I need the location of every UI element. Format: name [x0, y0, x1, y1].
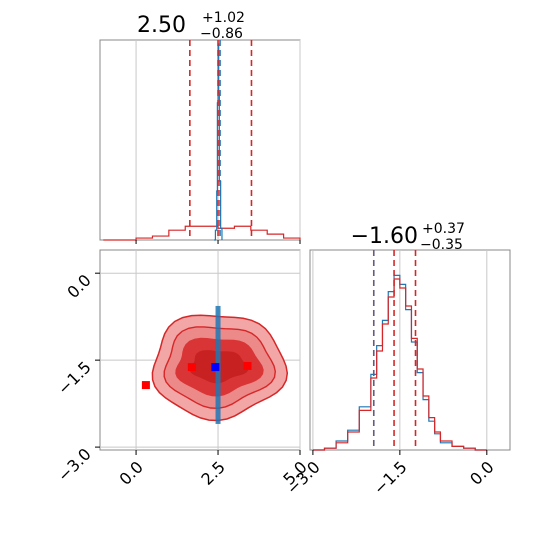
xtick-label-param2-1: −1.5 — [370, 457, 411, 498]
scatter-marker-2 — [211, 363, 220, 372]
scatter-marker-1 — [187, 363, 196, 372]
title-param1: 2.50 +1.02 −0.86 — [137, 10, 245, 42]
ytick-label-param2-2: 0.0 — [63, 271, 94, 302]
chart-marks — [100, 40, 488, 451]
xtick-label-param2-0: −3.0 — [283, 457, 324, 498]
scatter-marker-0 — [141, 381, 150, 390]
ytick-label-param2-0: −3.0 — [54, 444, 95, 485]
title-param2-value: −1.60 — [351, 224, 418, 249]
title-param2: −1.60 +0.37 −0.35 — [351, 221, 465, 253]
hist-param1-red — [103, 225, 301, 241]
panel-param2-histogram — [309, 249, 511, 451]
xtick-label-param1-1: 2.5 — [197, 457, 228, 488]
title-param1-minus: −0.86 — [200, 26, 243, 42]
ytick-label-param2-1: −1.5 — [54, 358, 95, 399]
title-param2-plus: +0.37 — [422, 221, 465, 237]
xtick-label-param1-0: 0.0 — [115, 457, 146, 488]
hist-param2-blue — [312, 274, 487, 451]
title-param1-value: 2.50 — [137, 13, 186, 38]
hist-param2-red — [312, 278, 487, 451]
title-param2-minus: −0.35 — [420, 237, 463, 253]
panel-param1-histogram — [99, 39, 301, 241]
scatter-marker-3 — [243, 361, 252, 370]
title-param1-plus: +1.02 — [202, 10, 245, 26]
xtick-label-param2-2: 0.0 — [466, 457, 497, 488]
